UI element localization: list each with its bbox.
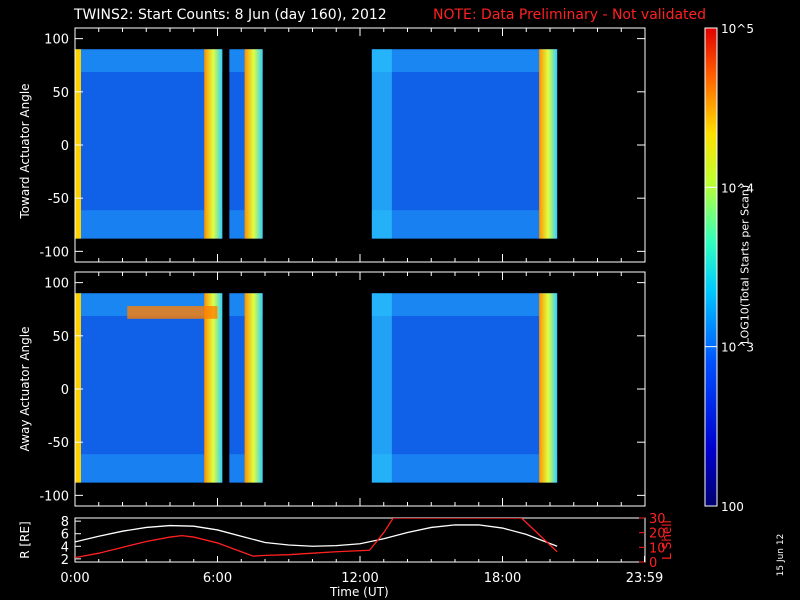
right-tick-label: 20 <box>649 527 666 542</box>
x-tick-label: 12:00 <box>341 571 378 586</box>
colorbar-label: LOG10(Total Starts per Scan) <box>738 184 752 345</box>
series-line-L <box>75 518 558 559</box>
y-tick-label: 100 <box>44 33 69 48</box>
heatmap-edge <box>539 293 558 483</box>
left-tick-label: 6 <box>61 528 69 543</box>
heatmap-edge <box>244 49 263 239</box>
right-tick-label: 30 <box>649 512 666 527</box>
heatmap-band <box>371 454 558 483</box>
y-tick-label: 100 <box>44 277 69 292</box>
orbit-ylabel-right: L Shell <box>660 520 674 560</box>
heatmap-band <box>75 454 223 483</box>
heatmap-hot-band <box>127 306 218 319</box>
panel-toward: -100 -50 0 50 100 <box>39 27 646 263</box>
heatmap-block <box>75 49 223 239</box>
heatmap-edge <box>371 293 392 483</box>
heatmap-band <box>371 293 558 316</box>
heatmap-block <box>371 293 558 483</box>
left-tick-label: 4 <box>61 540 69 555</box>
heatmap-edge <box>204 293 223 483</box>
y-tick-label: -100 <box>39 489 69 504</box>
heatmap-edge <box>75 293 81 483</box>
date-stamp: 15 Jun 12 <box>776 533 786 577</box>
heatmap-edge <box>244 293 263 483</box>
y-tick-label: 0 <box>61 383 69 398</box>
heatmap-band <box>371 49 558 72</box>
heatmap-edge <box>371 49 392 239</box>
y-tick-label: 50 <box>52 330 69 345</box>
orbit-ylabel-left: R [RE] <box>18 521 32 559</box>
heatmap-band <box>75 210 223 239</box>
y-tick-label: -100 <box>39 245 69 260</box>
colorbar-tick-label: 10^5 <box>721 22 754 36</box>
heatmap-block <box>371 49 558 239</box>
heatmap-block <box>75 293 223 483</box>
y-tick-label: -50 <box>48 192 69 207</box>
colorbar <box>704 27 718 507</box>
colorbar-tick-label: 100 <box>721 500 744 514</box>
x-tick-label: 6:00 <box>203 571 232 586</box>
y-tick-label: 50 <box>52 86 69 101</box>
chart-title: TWINS2: Start Counts: 8 Jun (day 160), 2… <box>74 7 387 23</box>
x-tick-label: 23:59 <box>626 571 663 586</box>
toward-ylabel: Toward Actuator Angle <box>18 83 32 219</box>
panel-away: -100 -50 0 50 100 <box>39 271 646 507</box>
heatmap-edge <box>539 49 558 239</box>
colorbar-tick-label: 10^3 <box>721 341 754 355</box>
x-tick-label: 0:00 <box>60 571 89 586</box>
left-tick-label: 2 <box>61 553 69 568</box>
heatmap-edge <box>75 49 81 239</box>
orbit-frame <box>74 517 646 563</box>
left-tick-label: 8 <box>61 515 69 530</box>
heatmap-band <box>75 49 223 72</box>
right-tick-label: 10 <box>649 541 666 556</box>
y-tick-label: -50 <box>48 436 69 451</box>
series-line-R <box>75 524 558 547</box>
x-tick-label: 18:00 <box>484 571 521 586</box>
colorbar-tick-label: 10^4 <box>721 181 754 195</box>
preliminary-note: NOTE: Data Preliminary - Not validated <box>433 7 707 23</box>
y-tick-label: 0 <box>61 139 69 154</box>
right-tick-label: 0 <box>649 556 657 571</box>
x-axis-label: Time (UT) <box>330 585 389 599</box>
heatmap-edge <box>204 49 223 239</box>
away-ylabel: Away Actuator Angle <box>18 326 32 452</box>
heatmap-band <box>371 210 558 239</box>
